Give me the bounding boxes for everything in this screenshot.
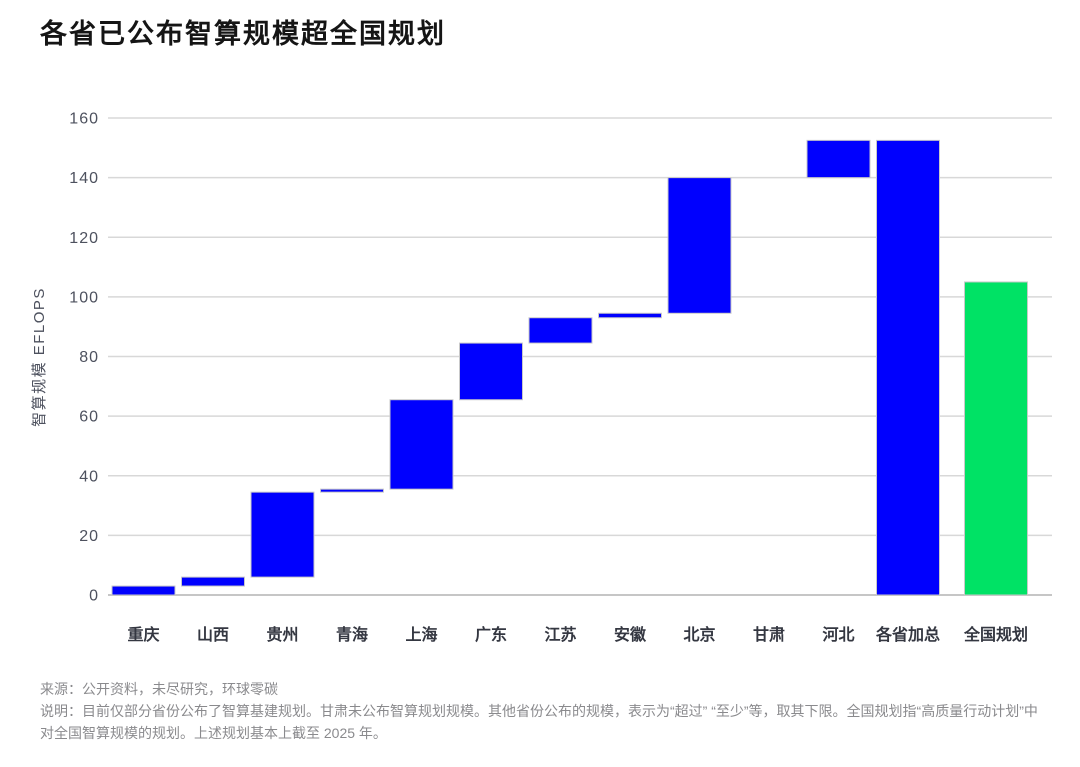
waterfall-bar-10 bbox=[806, 139, 871, 179]
waterfall-bar-6 bbox=[528, 317, 593, 344]
y-tick-label: 140 bbox=[69, 170, 99, 187]
x-category-label: 重庆 bbox=[127, 625, 159, 644]
x-category-label: 安徽 bbox=[614, 625, 647, 644]
chart-footer: 来源：公开资料，未尽研究，环球零碳 说明：目前仅部分省份公布了智算基建规划。甘肃… bbox=[40, 678, 1046, 744]
x-category-label: 北京 bbox=[683, 625, 715, 644]
y-tick-label: 80 bbox=[79, 349, 99, 366]
x-category-label: 山西 bbox=[197, 626, 229, 644]
waterfall-chart: 0 20 40 60 80 100 120 140 160 智算规模 EFLOPS 重庆 山西 贵州 青海… bbox=[30, 111, 1052, 644]
y-tick-label: 100 bbox=[69, 289, 99, 306]
y-tick-label: 120 bbox=[69, 230, 99, 247]
x-axis-labels: 重庆 山西 贵州 青海 上海 广东 江苏 安徽 北京 甘肃 河北 各省加总 全国规划 bbox=[127, 625, 1028, 644]
x-category-label: 贵州 bbox=[266, 625, 298, 644]
note-line: 说明：目前仅部分省份公布了智算基建规划。甘肃未公布智算规划规模。其他省份公布的规… bbox=[40, 703, 1038, 741]
x-category-label: 江苏 bbox=[544, 625, 576, 644]
y-tick-label: 20 bbox=[79, 528, 99, 545]
waterfall-svg: 0 20 40 60 80 100 120 140 160 智算规模 EFLOPS 重庆 山西 贵州 青海… bbox=[30, 111, 1052, 644]
waterfall-bar-2 bbox=[250, 491, 315, 578]
waterfall-bar-5 bbox=[459, 342, 523, 401]
waterfall-bar-12 bbox=[964, 281, 1028, 596]
waterfall-bar-0 bbox=[111, 585, 176, 596]
y-tick-label: 0 bbox=[89, 588, 99, 605]
bars bbox=[111, 139, 1028, 596]
waterfall-bar-7 bbox=[598, 312, 662, 319]
y-tick-label: 60 bbox=[79, 409, 99, 426]
waterfall-bar-11 bbox=[876, 139, 940, 596]
x-category-label: 河北 bbox=[822, 625, 854, 644]
x-category-label: 上海 bbox=[405, 625, 437, 644]
y-tick-label: 160 bbox=[69, 111, 99, 128]
x-category-label: 青海 bbox=[336, 625, 368, 644]
y-axis-title: 智算规模 EFLOPS bbox=[30, 287, 48, 427]
x-category-label: 全国规划 bbox=[963, 625, 1028, 644]
waterfall-bar-1 bbox=[181, 576, 245, 587]
chart-title: 各省已公布智算规模超全国规划 bbox=[40, 19, 446, 49]
x-category-label: 广东 bbox=[475, 625, 507, 644]
x-category-label: 甘肃 bbox=[753, 626, 785, 644]
waterfall-bar-3 bbox=[320, 488, 384, 493]
waterfall-bar-4 bbox=[389, 399, 454, 490]
waterfall-bar-8 bbox=[667, 177, 732, 314]
x-category-label: 各省加总 bbox=[875, 625, 940, 644]
source-line: 来源：公开资料，未尽研究，环球零碳 bbox=[40, 681, 278, 697]
y-tick-label: 40 bbox=[79, 468, 99, 485]
y-axis-ticks: 0 20 40 60 80 100 120 140 160 bbox=[69, 111, 99, 605]
